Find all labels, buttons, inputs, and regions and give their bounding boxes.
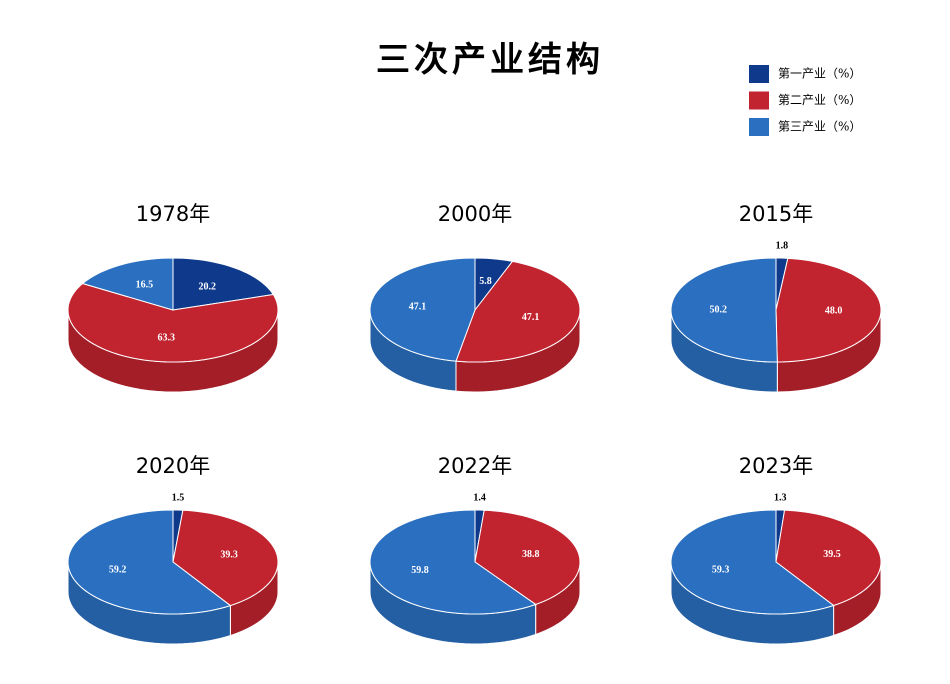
pie-slice bbox=[670, 257, 778, 363]
value-label: 20.2 bbox=[198, 281, 216, 292]
value-label: 5.8 bbox=[479, 276, 492, 287]
legend-label: 第二产业（%） bbox=[778, 93, 861, 107]
value-label: 39.3 bbox=[220, 549, 238, 560]
pie-slice bbox=[369, 509, 537, 615]
value-label: 59.8 bbox=[411, 565, 429, 576]
pie-slice bbox=[474, 509, 581, 606]
pie-slice bbox=[172, 257, 275, 311]
pie-title: 2022年 bbox=[438, 454, 512, 478]
legend-swatch bbox=[749, 118, 769, 136]
legend-label: 第一产业（%） bbox=[778, 67, 861, 81]
pie-slice bbox=[67, 509, 232, 615]
value-label: 1.8 bbox=[776, 240, 789, 251]
value-label: 16.5 bbox=[136, 279, 154, 290]
pie-slice bbox=[474, 257, 514, 312]
value-label: 59.3 bbox=[712, 564, 730, 575]
value-label: 1.4 bbox=[473, 492, 486, 503]
pie-slice bbox=[775, 257, 882, 363]
pie-slice bbox=[81, 257, 174, 311]
pie-title: 2023年 bbox=[739, 454, 813, 478]
legend-label: 第三产业（%） bbox=[778, 120, 861, 134]
chart-title: 三次产业结构 bbox=[376, 40, 604, 80]
value-label: 63.3 bbox=[158, 333, 176, 344]
value-label: 50.2 bbox=[710, 304, 728, 315]
value-label: 38.8 bbox=[522, 549, 540, 560]
pie-slice bbox=[455, 260, 581, 363]
pie-title: 2020年 bbox=[136, 454, 210, 478]
legend-swatch bbox=[749, 65, 769, 83]
pie-slice bbox=[369, 257, 476, 362]
pie-title: 2015年 bbox=[739, 202, 813, 226]
value-label: 47.1 bbox=[409, 302, 427, 313]
value-label: 39.5 bbox=[823, 549, 841, 560]
pie-slice bbox=[670, 509, 835, 615]
pie-title: 1978年 bbox=[136, 202, 210, 226]
value-label: 48.0 bbox=[825, 306, 843, 317]
pie-slice bbox=[67, 282, 279, 363]
value-label: 47.1 bbox=[522, 312, 540, 323]
value-label: 1.5 bbox=[172, 492, 185, 503]
value-label: 1.3 bbox=[774, 492, 787, 503]
legend-swatch bbox=[749, 91, 769, 110]
value-label: 59.2 bbox=[109, 564, 127, 575]
pie-title: 2000年 bbox=[438, 202, 512, 226]
